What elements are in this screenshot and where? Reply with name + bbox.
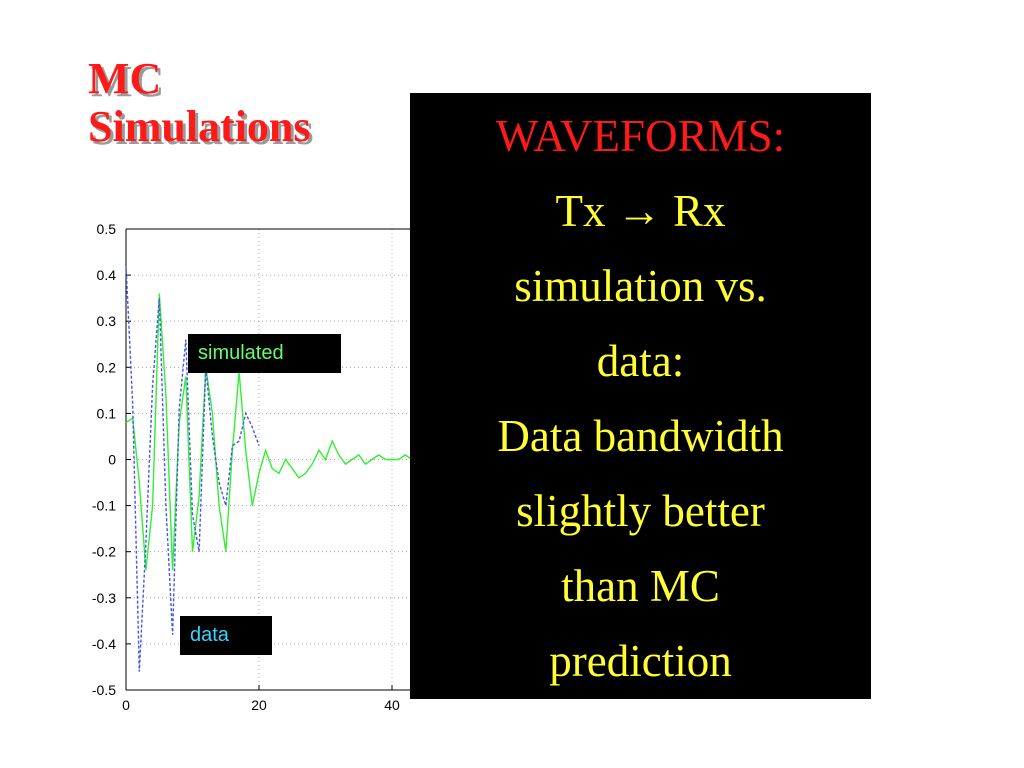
panel-line-7: prediction — [549, 636, 732, 686]
waveforms-note-panel: WAVEFORMS: Tx → Rx simulation vs. data: … — [410, 93, 871, 699]
y-tick-label: -0.2 — [92, 544, 116, 560]
legend-data: data — [180, 616, 272, 655]
y-tick-label: 0.1 — [97, 405, 117, 421]
slide-title-line-2: Simulations — [88, 102, 311, 151]
x-tick-label: 0 — [122, 697, 130, 713]
slide-title-line-1: MC — [88, 54, 162, 103]
legend-data-label: data — [190, 624, 229, 646]
series-line-data — [125, 265, 260, 672]
y-tick-label: -0.5 — [92, 682, 116, 698]
panel-line-5: slightly better — [516, 486, 765, 536]
y-tick-label: 0 — [108, 452, 116, 468]
slide-title: MC Simulations — [88, 55, 311, 151]
y-tick-label: 0.2 — [97, 359, 117, 375]
chart-series — [125, 265, 419, 672]
x-tick-label: 20 — [251, 697, 267, 713]
y-tick-label: 0.4 — [97, 267, 117, 283]
y-tick-label: -0.3 — [92, 590, 116, 606]
y-tick-label: -0.1 — [92, 498, 116, 514]
panel-line-6: than MC — [561, 561, 720, 611]
panel-line-3: data: — [596, 336, 685, 386]
panel-heading: WAVEFORMS: — [495, 111, 786, 161]
panel-line-2: simulation vs. — [514, 261, 767, 311]
x-tick-label: 40 — [384, 697, 400, 713]
legend-simulated: simulated — [188, 334, 341, 373]
legend-simulated-label: simulated — [198, 342, 284, 364]
panel-line-1: Tx → Rx — [555, 186, 726, 236]
panel-line-4: Data bandwidth — [497, 411, 784, 461]
y-tick-label: 0.3 — [97, 313, 117, 329]
y-tick-label: -0.4 — [92, 636, 116, 652]
y-tick-label: 0.5 — [97, 221, 117, 237]
series-line-simulated — [125, 293, 419, 571]
